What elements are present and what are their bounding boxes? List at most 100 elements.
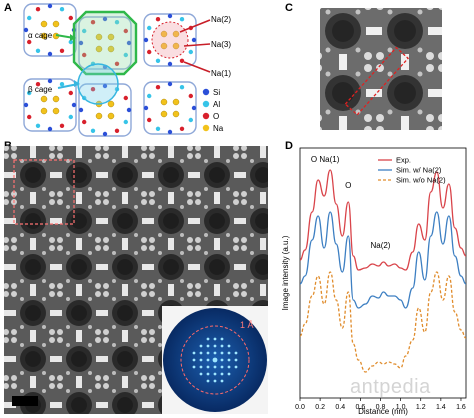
legend-label: Sim. w/ Na(2) — [396, 166, 442, 175]
beta-cage-arrowhead — [74, 80, 80, 87]
chart-series — [299, 169, 467, 373]
framework-atom — [23, 102, 29, 108]
chart-legend: Exp.Sim. w/ Na(2)Sim. w/o Na(2) — [378, 156, 446, 185]
framework-atom — [68, 90, 74, 96]
panel-letter-a: A — [4, 2, 12, 14]
fft-spot — [220, 372, 224, 376]
framework-atom — [191, 105, 197, 111]
framework-atom — [59, 82, 65, 87]
na-atom — [172, 98, 180, 106]
fft-spot — [206, 358, 210, 362]
framework-atom — [102, 16, 108, 22]
cage-frame — [23, 3, 77, 57]
framework-atom — [114, 128, 120, 133]
na-atom — [107, 45, 115, 53]
framework-atom — [47, 51, 53, 57]
tem-lattice: 1 Å — [4, 146, 268, 414]
na-atom — [107, 33, 115, 41]
framework-atom — [167, 81, 173, 87]
na-atom — [40, 20, 48, 28]
x-tick-label: 1.0 — [396, 404, 406, 411]
intensity-profile-chart: 0.0 0.2 0.4 0.6 0.8 1.0 1.2 1.4 1.6 Exp.Sim. w/ … — [281, 147, 467, 416]
fft-spot — [220, 365, 224, 369]
na3-arrow — [183, 43, 211, 47]
framework-atom — [27, 90, 32, 96]
alpha-cage-label: α cage — [28, 31, 53, 40]
fft-spot — [227, 351, 231, 355]
chart-annotation: Na(2) — [370, 241, 390, 250]
framework-atom — [143, 37, 149, 43]
legend-label: Exp. — [396, 156, 411, 165]
na-atom — [95, 112, 103, 120]
tem-zoom-lattice — [320, 8, 442, 130]
na-atom — [160, 42, 168, 50]
framework-atom — [59, 123, 65, 128]
framework-atom — [102, 83, 108, 89]
fft-spot — [220, 379, 224, 383]
na-atom — [160, 30, 168, 38]
framework-atom — [68, 114, 74, 120]
fft-resolution-label: 1 Å — [240, 320, 254, 330]
framework-atom — [47, 78, 53, 84]
fft-spot — [227, 372, 231, 376]
na1-arrow — [183, 61, 211, 73]
fft-spot — [213, 372, 217, 376]
framework-atom — [126, 40, 132, 46]
fft-spot — [227, 365, 231, 369]
fft-resolution-ring — [180, 325, 250, 395]
legend-al-label: Al — [213, 100, 220, 109]
fft-spot — [199, 372, 203, 376]
na2-site-circle — [151, 21, 189, 59]
fft-spots — [192, 337, 238, 383]
fft-spot — [220, 337, 224, 341]
framework-atom — [78, 107, 84, 113]
framework-atom — [123, 28, 128, 34]
na-atom — [160, 98, 168, 106]
framework-atom — [90, 128, 96, 133]
tem-zoom-image — [320, 8, 442, 130]
cage-frame — [143, 81, 197, 135]
fft-spot — [220, 344, 224, 348]
framework-atom — [68, 15, 74, 21]
line-profile-box — [344, 46, 410, 116]
chart-frame — [299, 147, 467, 399]
na-atom — [40, 107, 48, 115]
scale-bar — [12, 396, 38, 406]
framework-atom — [35, 7, 41, 12]
fft-spot — [234, 351, 238, 355]
framework-atom — [147, 49, 152, 55]
legend-label: Sim. w/o Na(2) — [396, 176, 446, 185]
crystal-structure-diagram: α cage β cage Na(2) Na(3) Na(1) Si Al O … — [23, 3, 231, 137]
framework-atom — [90, 87, 96, 92]
framework-atom — [27, 114, 32, 120]
na-atom — [40, 32, 48, 40]
chart-annotations: O Na(1) O Na(2) — [311, 155, 391, 250]
fft-spot — [206, 351, 210, 355]
panel-letter-c: C — [285, 2, 293, 14]
series-line-1 — [299, 169, 467, 271]
watermark: antpedia — [350, 376, 431, 398]
fft-spot — [199, 351, 203, 355]
series-line-3 — [299, 271, 467, 373]
na-atom — [95, 33, 103, 41]
fft-spot — [220, 358, 224, 362]
framework-atom — [155, 17, 161, 22]
fft-inset: 1 Å — [162, 306, 268, 414]
x-tick-label: 0.4 — [335, 404, 345, 411]
framework-atom — [59, 48, 65, 53]
legend-na-dot — [202, 124, 210, 132]
legend-si-dot — [202, 88, 210, 96]
na-atom — [52, 107, 60, 115]
framework-atom — [114, 61, 120, 66]
fft-spot — [199, 344, 203, 348]
region-box — [13, 159, 75, 225]
framework-atom — [147, 117, 152, 123]
framework-atom — [188, 49, 193, 55]
x-tick-label: 1.4 — [436, 404, 446, 411]
framework-atom — [47, 126, 53, 132]
framework-atom — [167, 13, 173, 19]
framework-atom — [123, 52, 128, 58]
framework-atom — [59, 7, 65, 12]
framework-atom — [71, 102, 77, 108]
framework-atom — [147, 25, 152, 31]
